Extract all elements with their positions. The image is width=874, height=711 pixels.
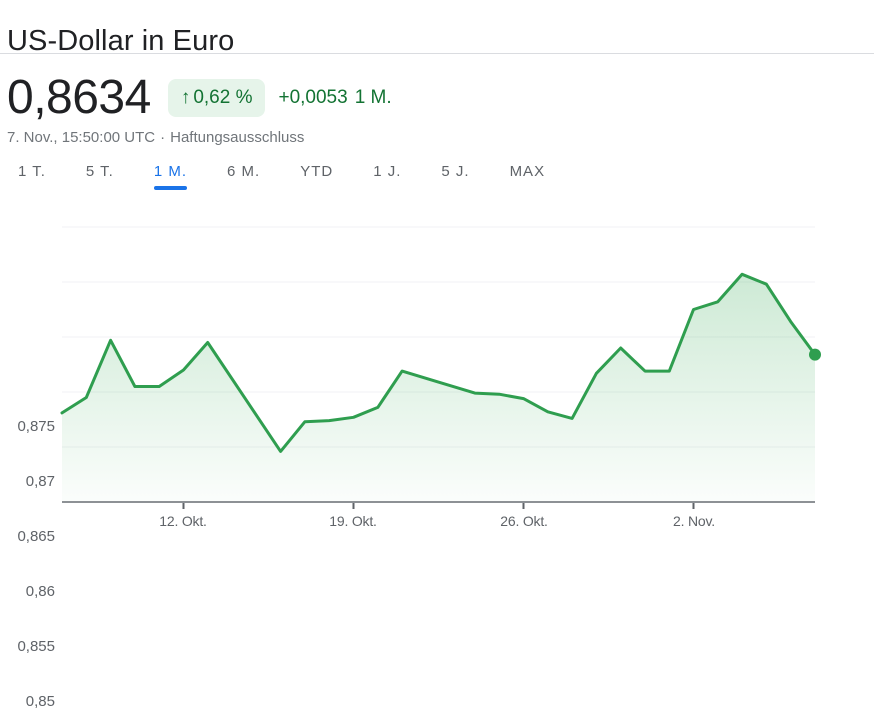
- last-price-dot: [809, 348, 821, 361]
- price-line: [60, 272, 817, 453]
- price-chart[interactable]: [0, 200, 874, 553]
- y-axis-label: 0,85: [25, 693, 55, 710]
- quote-timestamp-row: 7. Nov., 15:50:00 UTC · Haftungsausschluss: [7, 129, 304, 147]
- active-tab-indicator: [153, 186, 187, 190]
- tab-6m[interactable]: 6 M.: [227, 162, 260, 181]
- tab-1m[interactable]: 1 M.: [153, 162, 187, 190]
- y-axis-label: 0,875: [17, 418, 55, 435]
- y-axis-label: 0,87: [25, 473, 55, 490]
- tab-ytd[interactable]: YTD: [300, 162, 333, 181]
- x-axis-label: 26. Okt.: [500, 513, 548, 529]
- tab-1m-label: 1 M.: [153, 163, 187, 180]
- tab-1j[interactable]: 1 J.: [373, 162, 401, 181]
- tab-1j-label: 1 J.: [373, 163, 402, 180]
- tab-1t[interactable]: 1 T.: [18, 162, 46, 181]
- tab-5t-label: 5 T.: [85, 163, 114, 180]
- quote-summary: 0,8634 ↑ 0,62 % +0,0053 1 M.: [7, 73, 392, 123]
- axis-layer: [62, 501, 815, 509]
- y-axis-label: 0,86: [25, 583, 55, 600]
- price-value: 0,8634: [7, 71, 151, 124]
- y-axis-label: 0,855: [17, 638, 55, 655]
- header-divider: [0, 53, 874, 54]
- page-title: US-Dollar in Euro: [7, 25, 235, 58]
- arrow-up-icon: ↑: [180, 87, 191, 108]
- change-period: 1 M.: [354, 87, 392, 108]
- x-axis-label: 12. Okt.: [159, 513, 207, 529]
- chart-area: 0,875 0,87 0,865 0,86 0,855 0,85: [0, 200, 874, 710]
- x-axis-label: 2. Nov.: [673, 513, 715, 529]
- tab-5j[interactable]: 5 J.: [441, 162, 469, 181]
- area-fill: [62, 274, 815, 502]
- tab-1t-label: 1 T.: [18, 163, 46, 180]
- tab-5j-label: 5 J.: [441, 163, 470, 180]
- tab-6m-label: 6 M.: [227, 163, 261, 180]
- separator-dot: ·: [160, 129, 166, 146]
- series-layer: [60, 272, 821, 502]
- tab-max-label: MAX: [509, 163, 546, 180]
- tab-5t[interactable]: 5 T.: [86, 162, 114, 181]
- period-tabs: 1 T. 5 T. 1 M. 6 M. YTD 1 J. 5 J. MAX: [18, 162, 545, 190]
- disclaimer-link[interactable]: Haftungsausschluss: [170, 129, 305, 146]
- tab-max[interactable]: MAX: [510, 162, 546, 181]
- change-percent-badge: ↑ 0,62 %: [167, 79, 266, 117]
- change-absolute: +0,0053 1 M.: [278, 79, 391, 117]
- timestamp: 7. Nov., 15:50:00 UTC: [7, 129, 156, 146]
- tab-ytd-label: YTD: [300, 163, 334, 180]
- change-percent: 0,62 %: [193, 87, 253, 108]
- x-axis-label: 19. Okt.: [329, 513, 377, 529]
- y-axis-label: 0,865: [17, 528, 55, 545]
- change-absolute-value: +0,0053: [278, 87, 348, 108]
